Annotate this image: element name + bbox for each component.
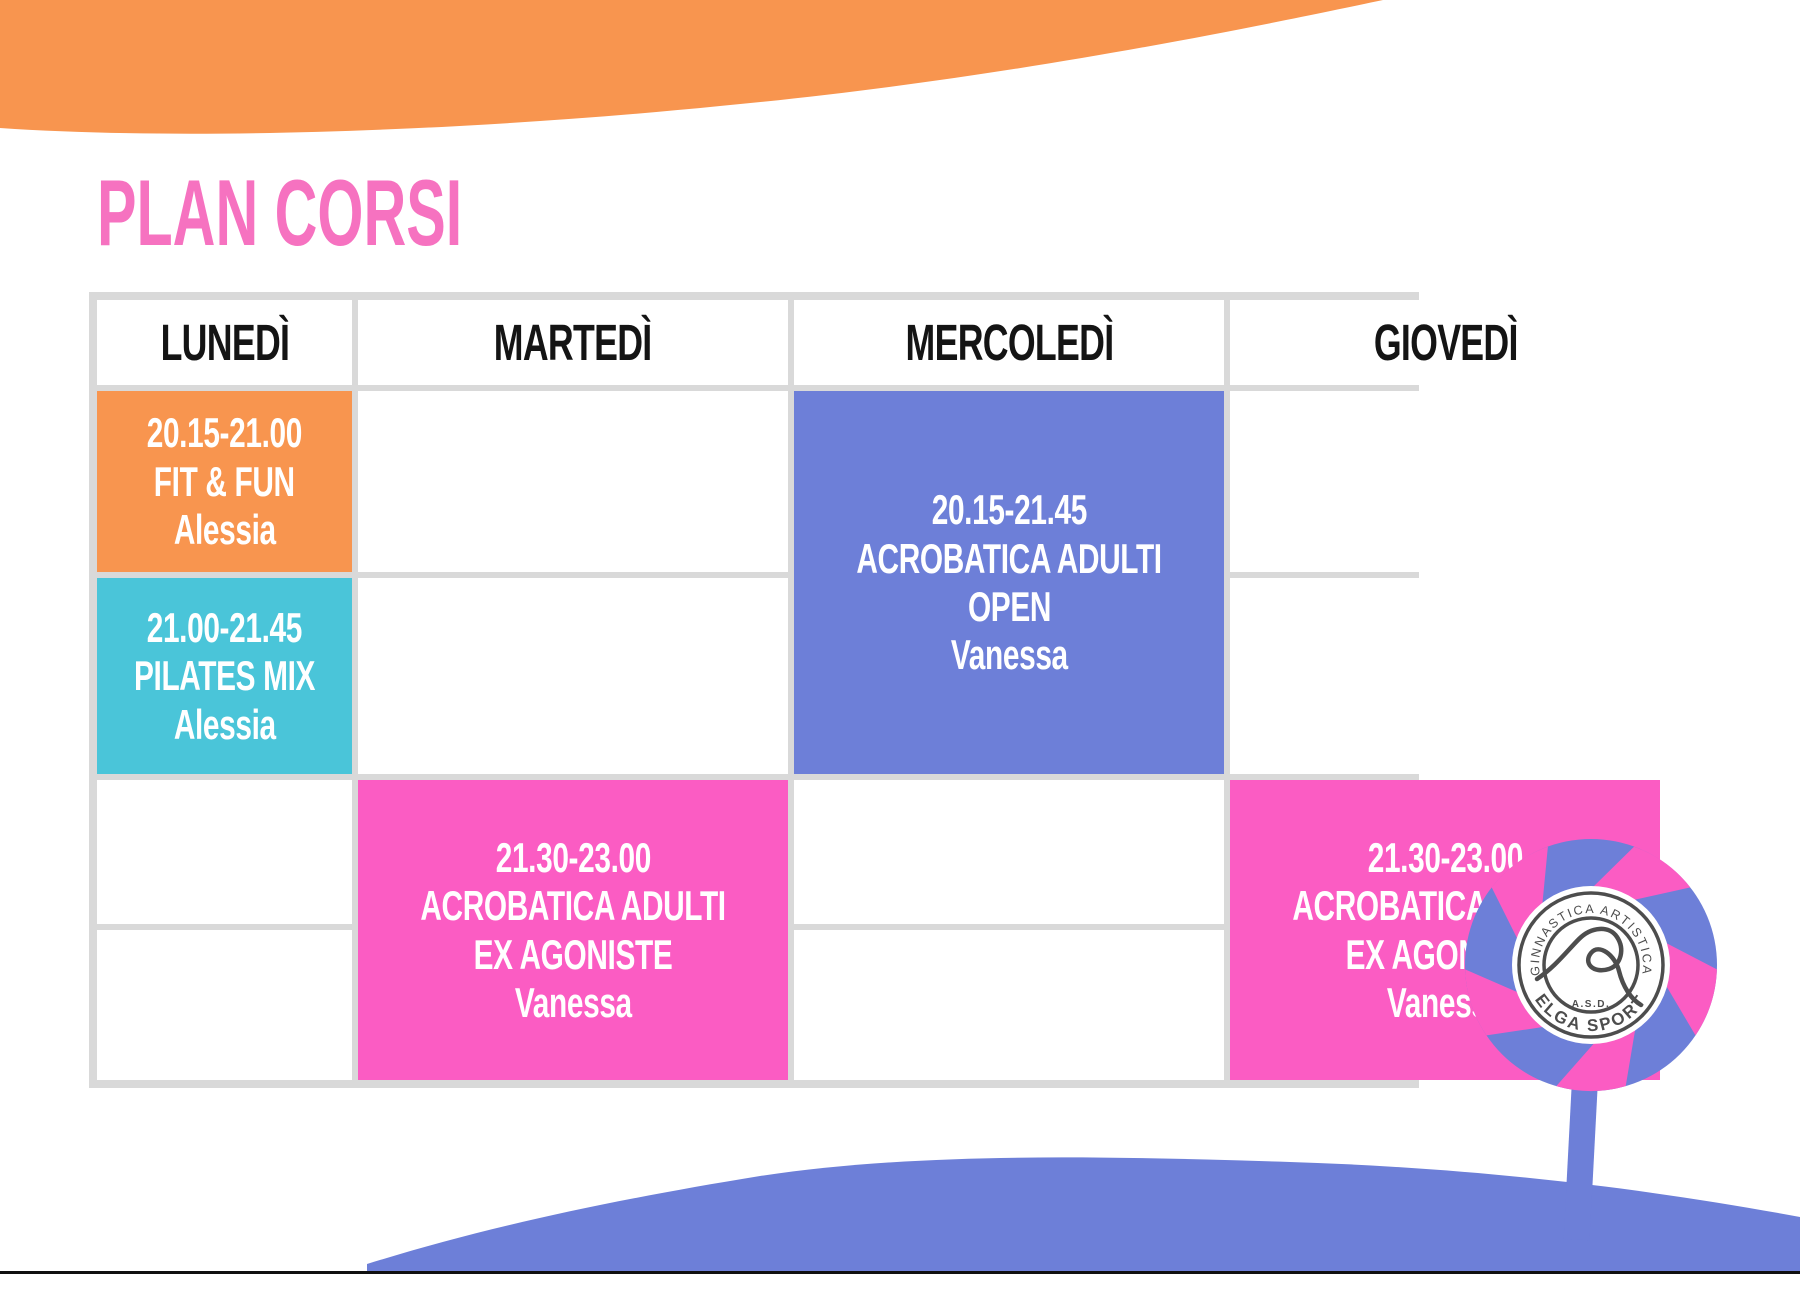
- course-time: 21.00-21.45: [146, 603, 303, 651]
- empty-cell: [1230, 578, 1661, 774]
- day-header-giovedi: GIOVEDÌ: [1230, 300, 1661, 385]
- course-name: FIT & FUN: [154, 457, 295, 505]
- course-name: PILATES MIX: [133, 652, 316, 700]
- gymnast-ribbon-icon: [1534, 926, 1644, 1008]
- empty-cell: [358, 391, 789, 572]
- empty-cell: [794, 930, 1225, 1080]
- logo-outer-ring: [1517, 891, 1665, 1039]
- schedule-table: LUNEDÌ MARTEDÌ MERCOLEDÌ GIOVEDÌ 20.15-2…: [89, 292, 1661, 1088]
- course-instructor: Vanessa: [514, 978, 632, 1026]
- day-header-lunedi: LUNEDÌ: [97, 300, 353, 385]
- course-time: 20.15-21.00: [146, 409, 303, 457]
- bottom-edge-line: [0, 1271, 1800, 1274]
- page-title: PLAN CORSI: [97, 160, 463, 265]
- logo-stick: [1563, 1074, 1599, 1241]
- day-label: MARTEDÌ: [494, 314, 652, 371]
- course-instructor: Alessia: [173, 506, 276, 554]
- day-header-martedi: MARTEDÌ: [358, 300, 789, 385]
- course-time: 20.15-21.45: [931, 486, 1088, 534]
- course-acrobatica-open: 20.15-21.45 ACROBATICA ADULTI OPEN Vanes…: [794, 391, 1225, 774]
- day-label: LUNEDÌ: [160, 314, 289, 371]
- empty-cell: [97, 780, 353, 924]
- logo-inner-ring: [1542, 916, 1640, 1014]
- course-name-2: EX AGONISTE: [473, 930, 673, 978]
- day-header-mercoledi: MERCOLEDÌ: [794, 300, 1225, 385]
- logo-asd-text: A.S.D.: [1572, 999, 1610, 1010]
- course-name: ACROBATICA ADULTI: [856, 534, 1163, 582]
- course-fit-and-fun: 20.15-21.00 FIT & FUN Alessia: [97, 391, 353, 572]
- course-instructor: Alessia: [173, 700, 276, 748]
- course-acrobatica-ex-agoniste-martedi: 21.30-23.00 ACROBATICA ADULTI EX AGONIST…: [358, 780, 789, 1080]
- course-name-2: OPEN: [967, 583, 1051, 630]
- course-time: 21.30-23.00: [495, 833, 651, 881]
- empty-cell: [794, 780, 1225, 924]
- course-instructor: Vanessa: [950, 631, 1068, 679]
- empty-cell: [358, 578, 789, 774]
- day-label: MERCOLEDÌ: [905, 314, 1114, 371]
- empty-cell: [97, 930, 353, 1080]
- top-wave-decoration: [0, 0, 1383, 134]
- day-label: GIOVEDÌ: [1373, 314, 1518, 371]
- course-name: ACROBATICA ADULTI: [420, 882, 726, 930]
- course-pilates-mix: 21.00-21.45 PILATES MIX Alessia: [97, 578, 353, 774]
- club-logo: GINNASTICA ARTISTICA ELGA SPORT A.S.D.: [1465, 839, 1717, 1241]
- empty-cell: [1230, 391, 1661, 572]
- course-time: 21.30-23.00: [1367, 833, 1524, 881]
